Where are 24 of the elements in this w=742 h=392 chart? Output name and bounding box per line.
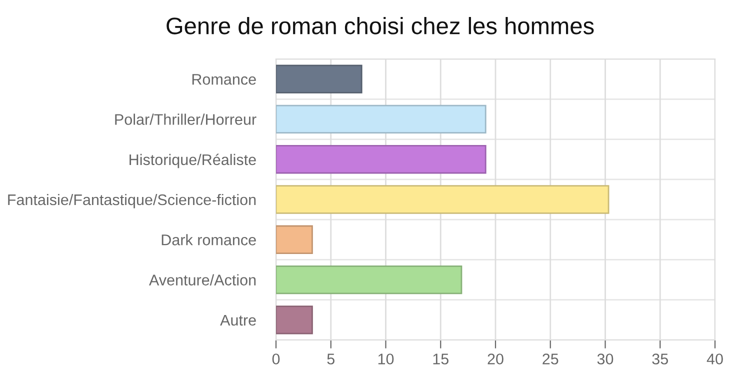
bar <box>276 104 486 134</box>
x-tick-label: 20 <box>488 354 504 364</box>
x-tick-label: 15 <box>433 354 448 364</box>
y-tick-label: Autre <box>220 314 256 326</box>
bar <box>276 306 313 334</box>
bar <box>276 145 486 174</box>
y-tick-label: Aventure/Action <box>149 274 256 286</box>
x-tick-label: 25 <box>542 354 558 364</box>
x-tick-label: 40 <box>706 354 723 364</box>
bar <box>276 225 313 254</box>
x-tick-label: 10 <box>378 354 394 364</box>
y-tick-label: Romance <box>192 74 256 85</box>
x-tick-label: 0 <box>272 354 280 364</box>
x-tick-label: 35 <box>652 354 668 364</box>
x-tick-label: 30 <box>597 354 614 364</box>
x-tick-label: 5 <box>327 354 334 364</box>
y-tick-label: Historique/Réaliste <box>130 154 256 168</box>
y-tick-label: Dark romance <box>162 234 256 246</box>
bar <box>276 265 462 294</box>
bar <box>276 185 610 214</box>
chart-title: Genre de roman choisi chez les hommes <box>166 16 594 34</box>
bar <box>276 64 362 94</box>
y-tick-label: Fantaisie/Fantastique/Science-fiction <box>8 194 256 208</box>
y-tick-label: Polar/Thriller/Horreur <box>115 114 256 125</box>
